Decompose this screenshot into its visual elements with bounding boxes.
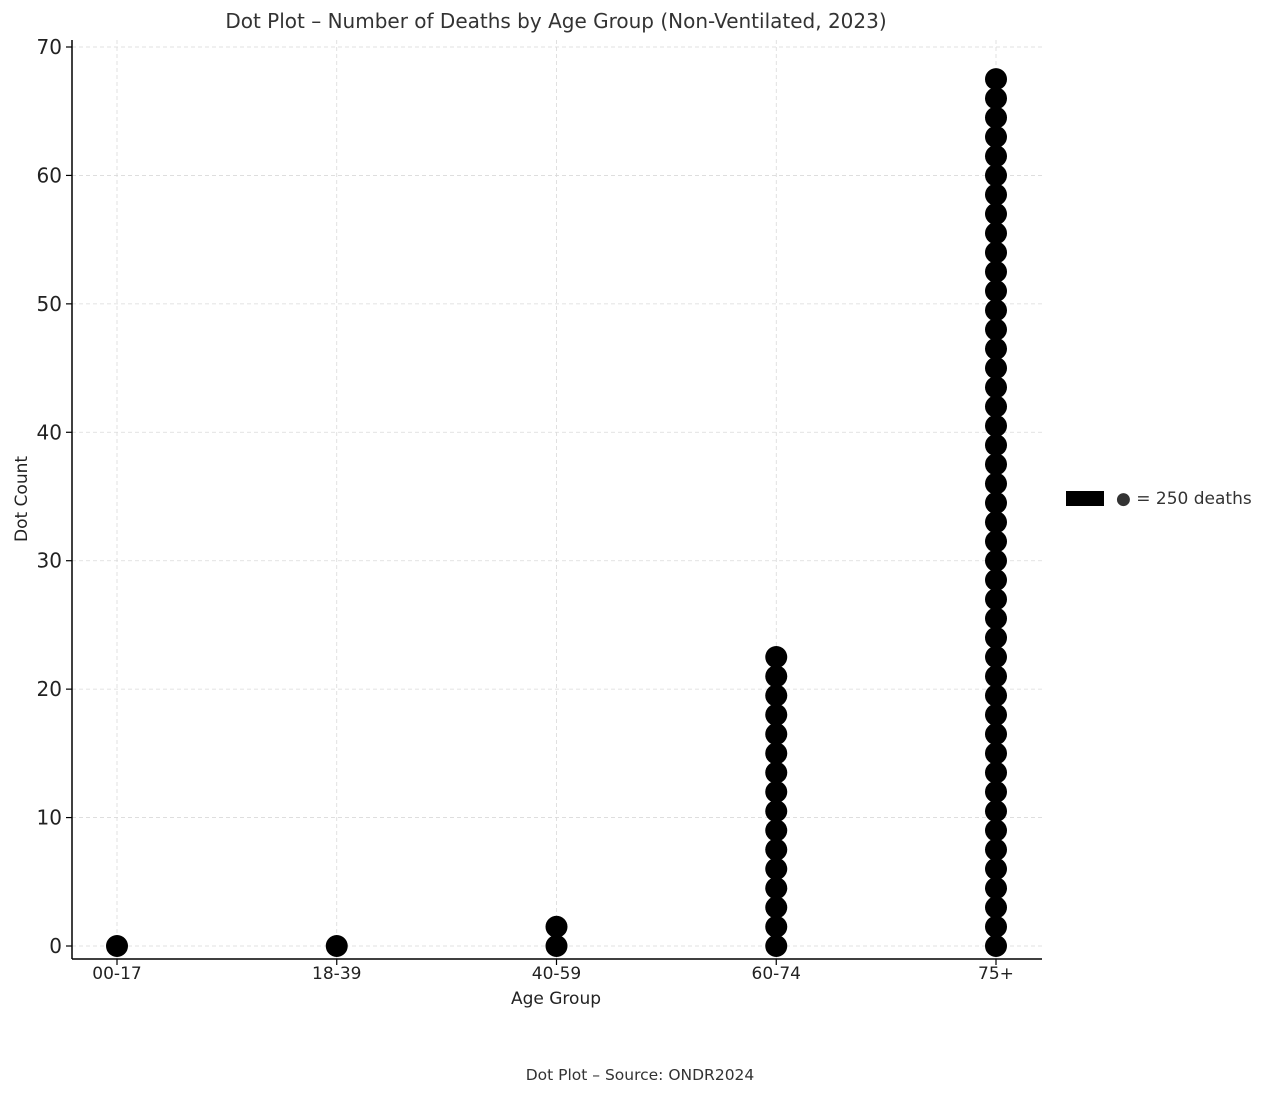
dot-marker <box>985 280 1007 303</box>
x-tick-label: 60-74 <box>752 964 801 984</box>
dot-marker <box>765 915 788 938</box>
x-ticks: 00-17 18-39 40-59 60-74 75+ <box>92 959 1014 984</box>
dot-marker <box>985 414 1007 437</box>
y-tick-label: 30 <box>37 549 62 573</box>
dot-marker <box>985 395 1007 418</box>
dot-marker <box>985 549 1007 572</box>
dot-marker <box>765 935 788 957</box>
dot-marker <box>985 202 1007 225</box>
dot-marker <box>985 125 1007 148</box>
dot-marker <box>545 915 568 938</box>
dot-marker <box>765 665 788 688</box>
y-tick-label: 60 <box>37 163 62 187</box>
dot-marker <box>985 472 1007 495</box>
dot-marker <box>985 800 1007 823</box>
dot-marker <box>985 665 1007 688</box>
dot-marker <box>985 626 1007 649</box>
x-tick-label: 75+ <box>978 964 1014 984</box>
y-ticks: 0 10 20 30 40 50 60 70 <box>37 35 72 958</box>
axes-layer <box>71 40 1042 960</box>
dot-marker <box>985 241 1007 264</box>
y-axis-title: Dot Count <box>12 456 32 542</box>
dot-marker <box>765 896 788 919</box>
y-tick-label: 50 <box>37 292 62 316</box>
dot-marker <box>985 491 1007 514</box>
dot-marker <box>765 857 788 880</box>
dot-marker <box>765 838 788 861</box>
dot-marker <box>985 299 1007 322</box>
dot-marker <box>985 376 1007 399</box>
y-tick-label: 0 <box>49 934 62 958</box>
dot-marker <box>545 935 568 957</box>
dot-marker <box>985 164 1007 187</box>
dot-marker <box>985 434 1007 457</box>
x-tick-label: 40-59 <box>532 964 581 984</box>
dot-marker <box>985 588 1007 611</box>
dots-layer <box>106 68 1007 957</box>
dot-marker <box>765 723 788 746</box>
dot-marker <box>985 183 1007 206</box>
legend-label: ● = 250 deaths <box>1116 489 1252 509</box>
dot-marker <box>985 646 1007 669</box>
y-tick-label: 70 <box>37 35 62 59</box>
x-tick-label: 00-17 <box>92 964 141 984</box>
dot-marker <box>985 761 1007 784</box>
dot-marker <box>985 87 1007 110</box>
dot-marker <box>985 935 1007 957</box>
x-axis-title: Age Group <box>511 989 601 1009</box>
dot-marker <box>985 68 1007 91</box>
y-tick-label: 40 <box>37 420 62 444</box>
dot-marker <box>985 106 1007 129</box>
dot-marker <box>765 684 788 707</box>
dot-marker <box>985 260 1007 283</box>
dot-marker <box>765 742 788 765</box>
dot-marker <box>985 511 1007 534</box>
dot-marker <box>985 684 1007 707</box>
dot-marker <box>765 703 788 726</box>
legend-swatch <box>1066 491 1104 506</box>
dot-marker <box>985 723 1007 746</box>
legend: ● = 250 deaths <box>1066 489 1252 509</box>
dot-marker <box>765 780 788 803</box>
dot-marker <box>985 877 1007 900</box>
dot-marker <box>765 646 788 669</box>
dot-marker <box>985 703 1007 726</box>
chart-title: Dot Plot – Number of Deaths by Age Group… <box>225 9 886 33</box>
y-tick-label: 20 <box>37 677 62 701</box>
dot-marker <box>985 337 1007 360</box>
dot-marker <box>985 222 1007 245</box>
dot-marker <box>325 935 348 957</box>
dot-marker <box>985 857 1007 880</box>
dot-marker <box>985 530 1007 553</box>
dot-marker <box>985 896 1007 919</box>
dot-marker <box>765 877 788 900</box>
dot-marker <box>985 357 1007 380</box>
y-tick-label: 10 <box>37 806 62 830</box>
dot-marker <box>765 761 788 784</box>
dot-marker <box>985 838 1007 861</box>
dot-marker <box>985 915 1007 938</box>
dot-marker <box>985 742 1007 765</box>
source-caption: Dot Plot – Source: ONDR2024 <box>526 1066 755 1084</box>
dot-marker <box>985 780 1007 803</box>
dot-marker <box>985 819 1007 842</box>
dot-marker <box>985 453 1007 476</box>
dot-marker <box>765 819 788 842</box>
dot-marker <box>985 145 1007 168</box>
dot-marker <box>985 607 1007 630</box>
dot-marker <box>106 935 128 957</box>
dot-marker <box>765 800 788 823</box>
grid-layer <box>72 40 1042 959</box>
dot-marker <box>985 318 1007 341</box>
dot-marker <box>985 568 1007 591</box>
x-tick-label: 18-39 <box>312 964 361 984</box>
